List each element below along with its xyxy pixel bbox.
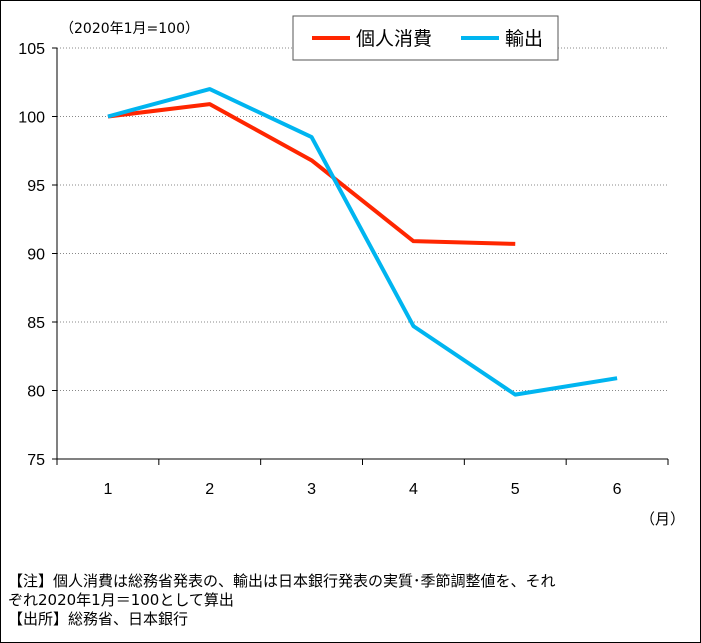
y-tick-label: 85 <box>27 315 45 332</box>
series-line-2 <box>107 87 618 397</box>
source-line: 【出所】総務省、日本銀行 <box>8 610 189 628</box>
series-line-1 <box>107 102 516 246</box>
y-tick-label: 80 <box>27 384 45 401</box>
y-tick-label: 100 <box>18 110 45 127</box>
x-tick-label: 1 <box>103 481 112 498</box>
x-tick-label: 4 <box>409 481 418 498</box>
x-tick-label: 6 <box>613 481 622 498</box>
note-line-2: ぞれ2020年1月＝100として算出 <box>8 591 234 609</box>
note-line-1: 【注】個人消費は総務省発表の、輸出は日本銀行発表の実質･季節調整値を、それ <box>8 572 556 590</box>
legend-label: 個人消費 <box>356 28 432 50</box>
y-tick-label: 95 <box>27 178 45 195</box>
x-tick-label: 2 <box>205 481 214 498</box>
x-tick-label: 3 <box>307 481 316 498</box>
legend-label: 輸出 <box>505 28 543 50</box>
y-tick-label: 75 <box>27 452 45 469</box>
x-tick-label: 5 <box>511 481 520 498</box>
y-tick-label: 90 <box>27 247 45 264</box>
x-unit-label: （月） <box>640 510 685 528</box>
y-tick-label: 105 <box>18 41 45 58</box>
unit-label: （2020年1月=100） <box>60 21 199 37</box>
